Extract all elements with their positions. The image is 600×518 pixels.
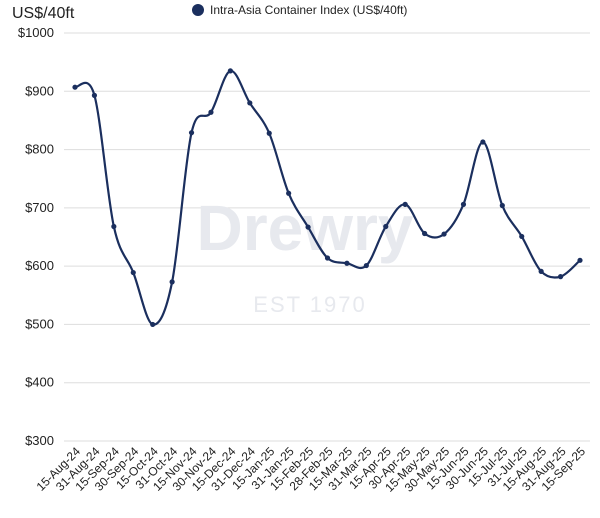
legend-marker: [192, 4, 204, 16]
data-point: [72, 84, 78, 90]
y-axis-unit-label: US$/40ft: [12, 5, 75, 22]
data-point: [169, 279, 175, 285]
legend: Intra-Asia Container Index (US$/40ft): [192, 3, 407, 17]
data-point: [383, 223, 389, 230]
data-point: [227, 68, 233, 74]
y-tick-label: $400: [25, 375, 54, 390]
y-tick-label: $900: [25, 83, 54, 98]
data-point: [480, 139, 486, 145]
data-point: [422, 230, 428, 237]
y-tick-label: $500: [25, 316, 54, 331]
data-point: [111, 223, 117, 230]
data-point: [266, 130, 272, 136]
data-point: [441, 231, 447, 237]
y-tick-label: $300: [25, 433, 54, 448]
data-point: [286, 190, 292, 196]
data-point: [247, 100, 253, 106]
y-tick-label: $700: [25, 200, 54, 215]
data-point: [538, 268, 544, 274]
legend-label: Intra-Asia Container Index (US$/40ft): [210, 3, 407, 17]
data-point: [344, 260, 350, 266]
data-point: [208, 109, 214, 115]
data-point: [557, 274, 564, 280]
watermark: Drewry EST 1970: [197, 192, 414, 317]
y-tick-label: $600: [25, 258, 54, 273]
data-point: [460, 201, 467, 207]
data-point: [91, 92, 98, 98]
x-axis: 15-Aug-2431-Aug-2415-Sep-2430-Sep-2415-O…: [34, 444, 589, 495]
data-point: [519, 233, 525, 240]
watermark-brand: Drewry: [197, 192, 414, 264]
data-point: [150, 321, 156, 328]
data-points: [72, 68, 583, 328]
data-point: [324, 255, 331, 261]
y-tick-label: $1000: [18, 25, 54, 40]
data-point: [499, 202, 505, 209]
data-point: [402, 201, 408, 207]
data-point: [130, 269, 136, 276]
data-point: [188, 130, 195, 136]
y-axis: $300 $400 $500 $600 $700 $800 $900 $1000: [18, 25, 54, 448]
watermark-tagline: EST 1970: [253, 292, 366, 317]
data-point: [363, 262, 369, 269]
data-point: [577, 257, 583, 263]
data-point: [305, 224, 311, 230]
y-tick-label: $800: [25, 142, 54, 157]
